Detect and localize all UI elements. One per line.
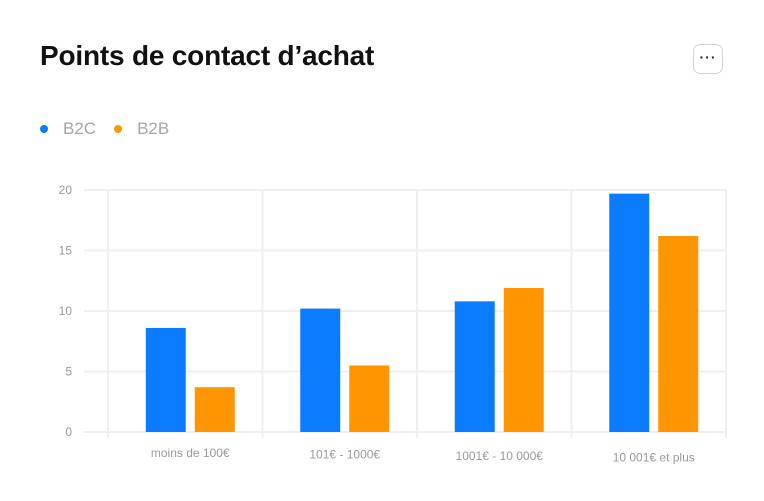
- y-tick-label: 10: [59, 304, 73, 318]
- bar-b2c[interactable]: [609, 193, 650, 432]
- legend-label-b2c: B2C: [63, 119, 97, 138]
- bar-b2b[interactable]: [194, 387, 235, 432]
- legend-dot-b2c: [40, 125, 48, 133]
- bar-b2c[interactable]: [454, 301, 495, 432]
- y-tick-label: 5: [65, 365, 72, 379]
- more-icon: ···: [699, 48, 717, 65]
- y-tick-label: 20: [59, 183, 73, 197]
- legend-item-b2b[interactable]: B2B: [114, 119, 169, 139]
- y-tick-label: 0: [65, 425, 72, 439]
- legend: B2C B2B: [40, 119, 187, 139]
- legend-dot-b2b: [114, 125, 123, 133]
- more-options-button[interactable]: ···: [693, 44, 723, 74]
- bar-b2c[interactable]: [145, 327, 186, 432]
- y-tick-label: 15: [59, 244, 73, 258]
- x-tick-label: moins de 100€: [151, 446, 230, 460]
- bar-b2c[interactable]: [300, 308, 341, 432]
- legend-label-b2b: B2B: [137, 119, 170, 138]
- x-tick-label: 101€ - 1000€: [309, 448, 380, 462]
- x-tick-label: 1001€ - 10 000€: [456, 449, 544, 463]
- x-tick-label: 10 001€ et plus: [613, 451, 695, 465]
- legend-item-b2c[interactable]: B2C: [40, 119, 96, 139]
- bar-b2b[interactable]: [349, 365, 390, 432]
- bar-b2b[interactable]: [503, 288, 544, 432]
- bar-b2b[interactable]: [658, 235, 699, 432]
- chart-title: Points de contact d’achat: [40, 40, 375, 71]
